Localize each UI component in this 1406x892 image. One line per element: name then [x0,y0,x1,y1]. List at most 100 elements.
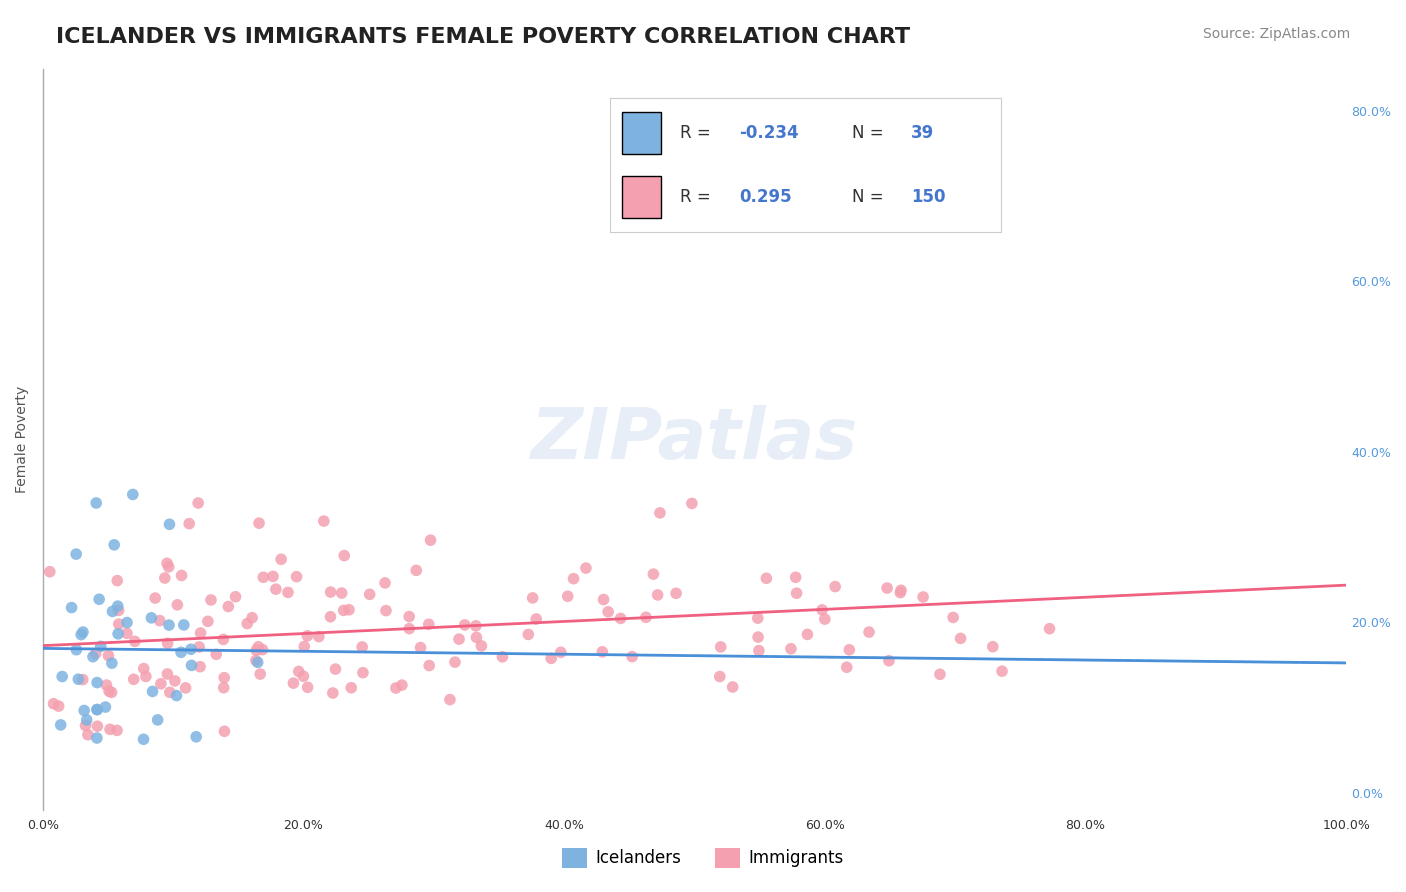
Point [374,575,396,590]
Point [929,667,952,681]
Point [322,686,344,700]
Point [73,704,96,718]
Point [122,673,145,687]
Point [149,614,172,628]
Point [330,586,353,600]
Point [292,669,315,683]
Point [245,653,267,667]
Point [319,585,342,599]
Point [197,615,219,629]
Point [337,603,360,617]
Point [591,645,613,659]
Point [665,586,688,600]
Point [246,656,269,670]
Point [107,603,129,617]
Point [101,604,124,618]
Point [981,640,1004,654]
Point [517,627,540,641]
Point [188,659,211,673]
Point [156,636,179,650]
Point [747,611,769,625]
Point [42,697,65,711]
Point [285,569,308,583]
Point [287,665,309,679]
Point [166,598,188,612]
Point [236,616,259,631]
Point [132,732,155,747]
Point [332,603,354,617]
Point [780,641,803,656]
Point [75,718,97,732]
Point [748,643,770,657]
Point [247,640,270,654]
Point [375,604,398,618]
Point [86,731,108,745]
Point [470,639,492,653]
Point [359,587,381,601]
Text: Source: ZipAtlas.com: Source: ZipAtlas.com [1202,27,1350,41]
Point [72,673,94,687]
Point [121,487,143,501]
Point [418,617,440,632]
Point [159,517,181,532]
Point [270,552,292,566]
Point [283,676,305,690]
Point [439,692,461,706]
Point [540,651,562,665]
Point [592,592,614,607]
Point [159,685,181,699]
Point [170,568,193,582]
Point [77,728,100,742]
Point [90,640,112,654]
Point [398,622,420,636]
Point [991,664,1014,678]
Point [166,689,188,703]
Point [86,719,108,733]
Point [814,612,837,626]
Point [454,618,477,632]
Point [149,677,172,691]
Point [352,665,374,680]
Point [173,618,195,632]
Point [141,684,163,698]
Point [124,634,146,648]
Point [877,654,900,668]
Point [212,681,235,695]
Point [156,556,179,570]
Point [205,648,228,662]
Point [277,585,299,599]
Point [550,645,572,659]
Point [247,516,270,531]
Point [156,667,179,681]
Point [786,586,808,600]
Point [180,642,202,657]
Point [264,582,287,596]
Point [709,669,731,683]
Point [86,702,108,716]
Point [103,538,125,552]
Point [391,678,413,692]
Point [319,609,342,624]
Point [634,172,657,186]
Point [524,612,547,626]
Point [312,514,335,528]
Text: ZIPatlas: ZIPatlas [531,405,858,474]
Point [101,656,124,670]
Point [107,599,129,614]
Y-axis label: Female Poverty: Female Poverty [15,385,30,492]
Point [115,626,138,640]
Point [84,496,107,510]
Point [562,572,585,586]
Point [325,662,347,676]
Point [889,585,911,599]
Point [188,640,211,654]
Point [405,563,427,577]
Point [721,680,744,694]
Point [132,662,155,676]
Point [105,574,128,588]
Point [67,672,90,686]
Point [38,565,60,579]
Point [65,547,87,561]
Point [157,560,180,574]
Point [141,611,163,625]
